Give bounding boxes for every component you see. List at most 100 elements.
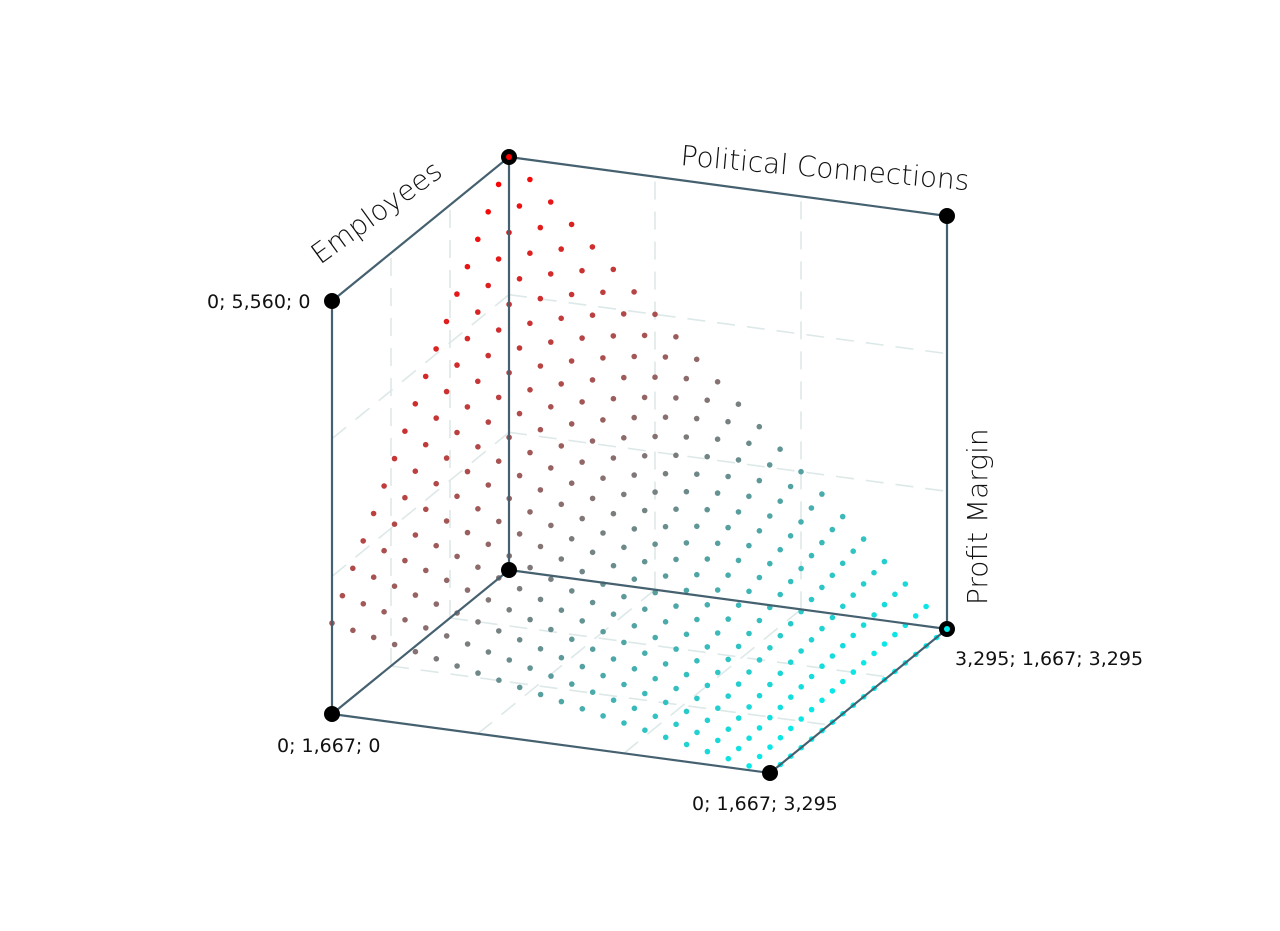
surface-point bbox=[725, 616, 731, 622]
surface-point bbox=[798, 565, 804, 572]
surface-point bbox=[642, 690, 648, 697]
surface-point bbox=[829, 572, 836, 579]
surface-point bbox=[735, 509, 742, 515]
surface-point bbox=[673, 685, 679, 692]
surface-point bbox=[433, 656, 440, 662]
surface-point bbox=[621, 593, 627, 600]
surface-point bbox=[808, 596, 815, 603]
surface-point bbox=[860, 622, 867, 628]
surface-point bbox=[537, 543, 544, 550]
surface-point bbox=[704, 748, 711, 755]
surface-point bbox=[652, 634, 658, 641]
surface-point bbox=[443, 518, 450, 524]
surface-point bbox=[360, 601, 367, 607]
surface-point bbox=[662, 661, 669, 667]
surface-point bbox=[631, 353, 637, 360]
surface-point bbox=[454, 362, 460, 368]
surface-point bbox=[433, 346, 439, 352]
surface-point bbox=[402, 494, 408, 501]
surface-point bbox=[746, 542, 752, 549]
surface-point bbox=[423, 506, 429, 513]
surface-point bbox=[881, 601, 888, 608]
surface-point bbox=[662, 699, 669, 706]
grid-line bbox=[477, 589, 656, 735]
box-edges bbox=[330, 155, 949, 775]
surface-point bbox=[788, 694, 794, 700]
surface-point bbox=[704, 453, 710, 460]
surface-point bbox=[423, 567, 429, 574]
surface-point bbox=[725, 693, 731, 699]
surface-point bbox=[840, 678, 846, 685]
surface-point bbox=[537, 487, 544, 493]
surface-point bbox=[537, 295, 544, 302]
surface-point bbox=[808, 505, 815, 511]
surface-point bbox=[787, 659, 794, 665]
surface-point bbox=[662, 523, 669, 530]
axis-title-employees: Employees bbox=[305, 154, 448, 271]
surface-point bbox=[642, 727, 648, 733]
surface-point bbox=[746, 440, 752, 447]
surface-point bbox=[464, 529, 471, 536]
surface-point bbox=[496, 677, 502, 683]
surface-point bbox=[475, 236, 481, 243]
surface-point bbox=[746, 493, 752, 500]
surface-point bbox=[495, 394, 502, 401]
surface-point bbox=[527, 665, 533, 671]
surface-point bbox=[558, 654, 565, 661]
surface-point bbox=[683, 671, 690, 678]
surface-point bbox=[485, 419, 492, 425]
surface-point bbox=[923, 603, 929, 610]
surface-point bbox=[589, 495, 596, 502]
surface-point bbox=[746, 669, 752, 675]
surface-point bbox=[850, 548, 856, 554]
surface-point bbox=[839, 513, 846, 520]
surface-point bbox=[777, 632, 784, 639]
surface-point bbox=[767, 560, 773, 567]
surface-point bbox=[569, 588, 575, 594]
surface-point bbox=[402, 617, 408, 623]
surface-point bbox=[610, 333, 617, 339]
surface-point bbox=[568, 480, 575, 487]
surface-point bbox=[495, 181, 502, 188]
surface-point bbox=[589, 438, 596, 444]
surface-point bbox=[662, 619, 669, 625]
surface-point bbox=[589, 646, 596, 652]
surface-point bbox=[516, 345, 523, 351]
surface-point bbox=[610, 611, 617, 617]
surface-corner-point bbox=[944, 626, 950, 632]
surface-point bbox=[662, 354, 669, 360]
surface-point bbox=[412, 648, 419, 655]
surface-point bbox=[662, 573, 669, 579]
surface-point bbox=[767, 513, 773, 519]
surface-point bbox=[683, 631, 690, 638]
surface-point bbox=[756, 692, 763, 699]
surface-point bbox=[673, 334, 679, 340]
surface-point bbox=[767, 714, 773, 721]
surface-point bbox=[840, 603, 846, 610]
surface-point bbox=[558, 381, 564, 387]
surface-point bbox=[683, 708, 690, 715]
surface-point bbox=[485, 282, 492, 289]
surface-points bbox=[329, 154, 950, 776]
surface-point bbox=[631, 666, 638, 672]
corner-marker bbox=[939, 208, 955, 224]
box-edge bbox=[331, 569, 510, 715]
surface-point bbox=[777, 704, 784, 711]
surface-point bbox=[673, 395, 679, 401]
surface-point bbox=[715, 669, 721, 676]
surface-point bbox=[495, 327, 502, 333]
surface-corner-point bbox=[506, 154, 512, 160]
surface-point bbox=[610, 510, 617, 517]
surface-point bbox=[829, 526, 836, 533]
surface-point bbox=[746, 630, 752, 637]
corner-marker bbox=[324, 706, 340, 722]
surface-point bbox=[725, 755, 732, 762]
surface-point bbox=[475, 564, 481, 570]
surface-point bbox=[694, 523, 700, 530]
surface-point bbox=[860, 581, 867, 587]
surface-point bbox=[819, 697, 825, 704]
corner-label-top-left: 0; 5,560; 0 bbox=[207, 291, 310, 313]
surface-point bbox=[579, 459, 585, 465]
box-edge bbox=[331, 712, 771, 775]
surface-point bbox=[694, 695, 700, 702]
